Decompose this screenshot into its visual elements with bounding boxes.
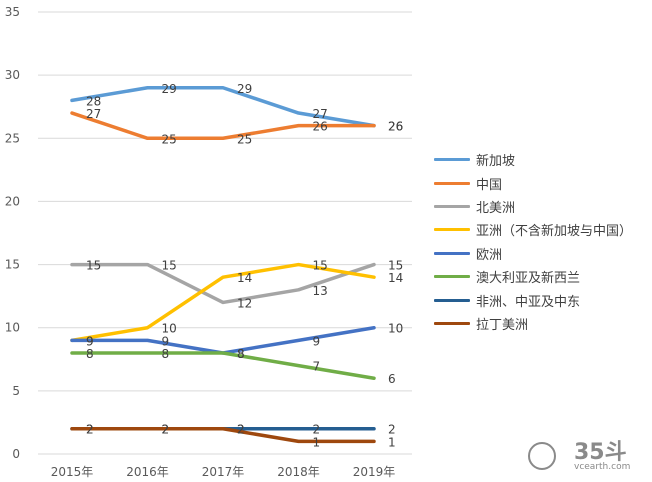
data-label: 9 bbox=[313, 334, 321, 348]
data-label: 1 bbox=[313, 435, 321, 449]
gridlines bbox=[38, 11, 412, 455]
series-lines bbox=[70, 86, 376, 444]
legend-label: 亚洲（不含新加坡与中国） bbox=[476, 224, 633, 240]
y-tick-label: 0 bbox=[12, 447, 20, 461]
legend-label: 拉丁美洲 bbox=[476, 317, 529, 333]
legend-label: 北美洲 bbox=[476, 200, 516, 216]
legend-swatch bbox=[434, 228, 470, 232]
y-tick-label: 35 bbox=[5, 5, 20, 19]
watermark-brand: 35斗 bbox=[574, 440, 627, 465]
y-tick-label: 5 bbox=[12, 384, 20, 398]
data-label: 27 bbox=[313, 107, 328, 121]
data-label: 2 bbox=[313, 423, 321, 437]
y-axis: 0 5 10 15 20 25 30 35 bbox=[5, 5, 20, 461]
series-line bbox=[70, 262, 376, 305]
legend-swatch bbox=[434, 298, 470, 302]
data-label: 14 bbox=[237, 271, 252, 285]
y-tick-label: 20 bbox=[5, 194, 20, 208]
legend-swatch bbox=[434, 321, 470, 325]
data-label: 2 bbox=[162, 423, 170, 437]
legend-label: 澳大利亚及新西兰 bbox=[476, 271, 581, 287]
data-label: 26 bbox=[313, 120, 328, 134]
x-tick-label: 2018年 bbox=[277, 465, 320, 479]
legend-item: 新加坡 bbox=[434, 148, 632, 171]
legend-swatch bbox=[434, 204, 470, 208]
data-label: 29 bbox=[162, 82, 177, 96]
data-label: 9 bbox=[86, 334, 94, 348]
legend-item: 拉丁美洲 bbox=[434, 312, 632, 335]
legend-swatch bbox=[434, 275, 470, 279]
data-label: 8 bbox=[162, 347, 170, 361]
legend: 新加坡中国北美洲亚洲（不含新加坡与中国） 欧洲澳大利亚及新西兰 非洲、中亚及中东 拉丁… bbox=[434, 148, 632, 335]
series-line bbox=[70, 426, 376, 444]
y-tick-label: 10 bbox=[5, 321, 20, 335]
watermark: 35斗 vcearth.com bbox=[522, 434, 642, 476]
data-label: 28 bbox=[86, 94, 101, 108]
legend-item: 欧洲 bbox=[434, 242, 632, 265]
data-label: 10 bbox=[162, 322, 177, 336]
legend-label: 欧洲 bbox=[476, 247, 503, 263]
data-label: 2 bbox=[388, 423, 396, 437]
legend-swatch bbox=[434, 251, 470, 255]
data-label: 12 bbox=[237, 296, 252, 310]
data-label: 9 bbox=[86, 334, 94, 348]
series-line bbox=[70, 262, 376, 343]
data-label: 25 bbox=[237, 132, 252, 146]
legend-item: 中国 bbox=[434, 171, 632, 194]
series-line bbox=[70, 86, 376, 128]
data-label: 9 bbox=[162, 334, 170, 348]
data-label: 2 bbox=[162, 423, 170, 437]
x-tick-label: 2015年 bbox=[51, 465, 94, 479]
data-label: 8 bbox=[86, 347, 94, 361]
data-label: 6 bbox=[388, 372, 396, 386]
series-line bbox=[70, 111, 376, 141]
wechat-icon bbox=[528, 442, 556, 470]
x-axis: 2015年 2016年 2017年 2018年 2019年 bbox=[51, 465, 396, 479]
data-label: 26 bbox=[388, 120, 403, 134]
data-label: 2 bbox=[237, 423, 245, 437]
data-label: 26 bbox=[388, 120, 403, 134]
legend-label: 新加坡 bbox=[476, 154, 516, 170]
data-label: 2 bbox=[86, 423, 94, 437]
series-line bbox=[70, 351, 376, 380]
legend-swatch bbox=[434, 158, 470, 162]
x-tick-label: 2019年 bbox=[353, 465, 396, 479]
data-label: 2 bbox=[86, 423, 94, 437]
x-tick-label: 2016年 bbox=[126, 465, 169, 479]
data-label: 27 bbox=[86, 107, 101, 121]
data-label: 2 bbox=[237, 423, 245, 437]
data-label: 15 bbox=[162, 259, 177, 273]
y-tick-label: 30 bbox=[5, 68, 20, 82]
legend-label: 中国 bbox=[476, 177, 503, 193]
data-label: 8 bbox=[237, 347, 245, 361]
legend-item: 北美洲 bbox=[434, 195, 632, 218]
data-label: 15 bbox=[388, 259, 403, 273]
legend-item: 非洲、中亚及中东 bbox=[434, 288, 632, 311]
watermark-url: vcearth.com bbox=[574, 462, 631, 472]
data-label: 25 bbox=[162, 132, 177, 146]
y-tick-label: 25 bbox=[5, 131, 20, 145]
data-label: 15 bbox=[313, 259, 328, 273]
x-tick-label: 2017年 bbox=[202, 465, 245, 479]
data-label: 1 bbox=[388, 435, 396, 449]
data-label: 7 bbox=[313, 360, 321, 374]
y-tick-label: 15 bbox=[5, 258, 20, 272]
data-label: 14 bbox=[388, 271, 403, 285]
data-label: 8 bbox=[237, 347, 245, 361]
legend-item: 澳大利亚及新西兰 bbox=[434, 265, 632, 288]
data-label: 29 bbox=[237, 82, 252, 96]
data-label: 13 bbox=[313, 284, 328, 298]
legend-swatch bbox=[434, 181, 470, 185]
legend-label: 非洲、中亚及中东 bbox=[476, 294, 581, 310]
data-label: 15 bbox=[86, 259, 101, 273]
data-label: 10 bbox=[388, 322, 403, 336]
legend-item: 亚洲（不含新加坡与中国） bbox=[434, 218, 632, 241]
